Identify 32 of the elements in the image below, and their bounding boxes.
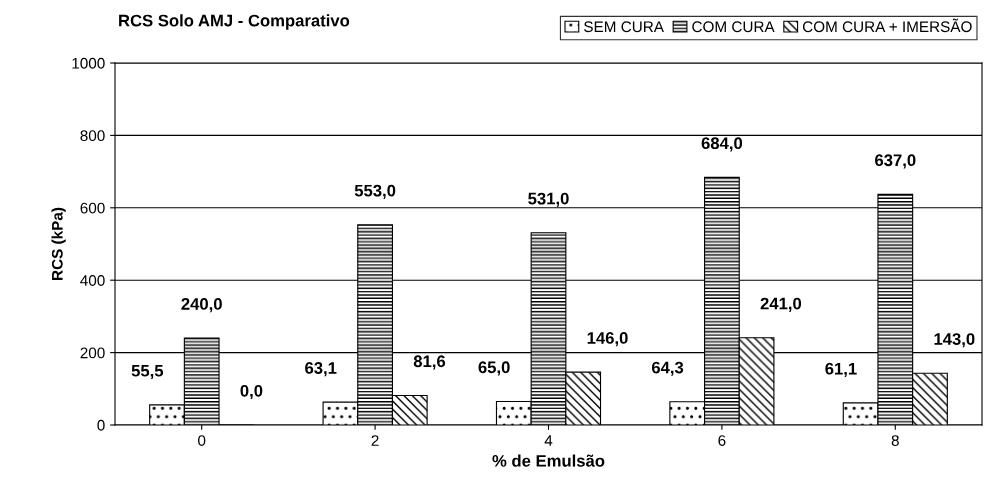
data-label: 241,0 [760, 297, 802, 312]
legend-label: COM CURA [692, 21, 775, 33]
data-label: 55,5 [131, 364, 164, 380]
data-label: 64,3 [651, 361, 684, 376]
x-tick-label: 6 [718, 435, 726, 446]
data-label: 240,0 [181, 298, 222, 313]
data-label: 553,0 [354, 184, 396, 199]
x-tick-label: 4 [544, 435, 553, 446]
y-tick-label: 400 [80, 275, 105, 286]
legend-label: SEM CURA [584, 21, 664, 33]
data-label: 684,0 [701, 137, 743, 152]
data-label: 65,0 [478, 361, 510, 376]
chart-title: RCS Solo AMJ - Comparativo [119, 14, 350, 30]
y-tick-label: 200 [80, 347, 105, 359]
data-label: 81,6 [413, 355, 446, 370]
x-axis-title: % de Emulsão [492, 454, 605, 467]
y-tick-label: 0 [97, 419, 105, 431]
data-label: 63,1 [305, 362, 337, 377]
y-tick-label: 800 [80, 130, 105, 142]
data-label: 146,0 [587, 332, 628, 347]
data-label: 61,1 [825, 362, 857, 377]
y-tick-label: 600 [80, 202, 105, 214]
legend-label: COM CURA + IMERSÃO [802, 18, 972, 33]
data-label: 637,0 [875, 154, 916, 169]
y-tick-label: 1000 [72, 57, 105, 69]
data-label: 0,0 [240, 384, 263, 400]
y-axis-title: RCS (kPa) [51, 207, 66, 280]
data-label: 143,0 [934, 333, 975, 348]
x-tick-label: 2 [371, 435, 379, 446]
x-tick-label: 8 [891, 435, 899, 446]
data-label: 531,0 [528, 192, 569, 207]
x-tick-label: 0 [198, 435, 206, 446]
